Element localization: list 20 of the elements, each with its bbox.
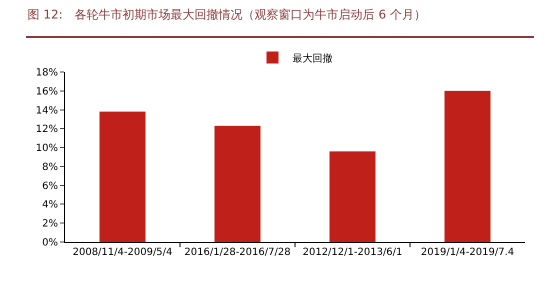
x-tick-label: 2008/11/4-2009/5/4 bbox=[72, 247, 172, 258]
legend-label: 最大回撤 bbox=[292, 52, 332, 64]
y-tick-label: 6% bbox=[42, 180, 58, 192]
y-tick-label: 0% bbox=[42, 238, 58, 248]
y-tick-label: 2% bbox=[42, 218, 58, 230]
y-tick-label: 16% bbox=[36, 86, 58, 98]
y-tick-label: 10% bbox=[36, 143, 58, 154]
x-tick-label: 2019/1/4-2019/7.4 bbox=[420, 247, 514, 258]
chart-title: 图 12: 各轮牛市初期市场最大回撤情况（观察窗口为牛市启动后 6 个月） bbox=[28, 7, 426, 22]
x-tick-label: 2016/1/28-2016/7/28 bbox=[184, 247, 291, 258]
x-tick-label: 2012/12/1-2013/6/1 bbox=[302, 247, 402, 258]
y-tick-label: 14% bbox=[36, 105, 58, 116]
bar bbox=[444, 90, 490, 242]
y-tick-label: 18% bbox=[36, 68, 58, 78]
bar bbox=[100, 112, 146, 242]
y-tick-label: 4% bbox=[42, 200, 58, 211]
bar bbox=[330, 151, 376, 242]
y-tick-label: 12% bbox=[36, 124, 58, 136]
bar bbox=[214, 126, 260, 242]
y-tick-label: 8% bbox=[42, 162, 58, 173]
